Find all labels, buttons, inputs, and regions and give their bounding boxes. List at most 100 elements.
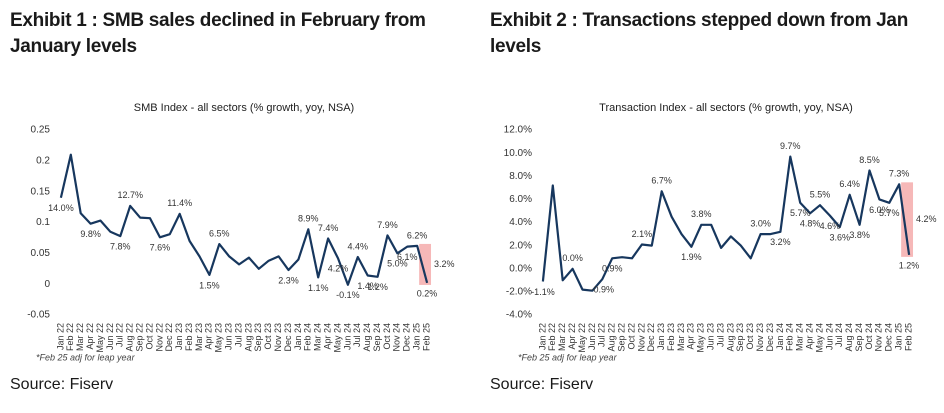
x-tick-label: Dec 23: [283, 323, 293, 352]
data-label: 8.5%: [859, 155, 880, 165]
x-tick-label: Dec 23: [765, 323, 775, 352]
data-label: 4.6%: [820, 221, 841, 231]
x-tick-label: Jun 23: [224, 323, 234, 350]
x-tick-label: Mar 22: [75, 323, 85, 351]
y-tick-label: -0.05: [27, 310, 50, 321]
data-label: 1.2%: [367, 282, 388, 292]
data-label: 9.7%: [780, 141, 801, 151]
x-tick-label: Apr 22: [567, 323, 577, 350]
x-tick-label: Aug 23: [725, 323, 735, 352]
x-tick-label: Jan 23: [174, 323, 184, 350]
data-label: 4.2%: [328, 264, 349, 274]
data-label: -1.1%: [531, 287, 555, 297]
x-tick-label: Aug 22: [607, 323, 617, 352]
x-tick-label: Jul 24: [834, 323, 844, 347]
x-tick-label: Feb 24: [303, 323, 313, 351]
y-tick-label: 8.0%: [509, 171, 532, 182]
annotation: 4.2%: [916, 214, 937, 224]
data-label: 0.2%: [417, 288, 438, 298]
x-tick-label: Sep 23: [253, 323, 263, 352]
x-tick-label: Jan 23: [656, 323, 666, 350]
x-tick-label: Aug 24: [844, 323, 854, 352]
x-tick-label: Sep 22: [134, 323, 144, 352]
x-tick-label: Mar 23: [676, 323, 686, 351]
data-label: 7.4%: [318, 223, 339, 233]
exhibit-title: Exhibit 1 : SMB sales declined in Februa…: [10, 10, 426, 57]
data-label: 1.4%: [357, 281, 378, 291]
y-tick-label: 0.05: [31, 248, 51, 259]
x-tick-label: Jan 22: [55, 323, 65, 350]
x-tick-label: Mar 23: [194, 323, 204, 351]
data-label: 7.3%: [889, 169, 910, 179]
subtitle: SMB Index - all sectors (% growth, yoy, …: [134, 102, 354, 114]
x-tick-label: Jan 24: [775, 323, 785, 350]
data-label: 12.7%: [117, 190, 143, 200]
series-line: [59, 153, 429, 286]
x-tick-label: Feb 25: [903, 323, 913, 351]
data-label: 6.0%: [869, 205, 890, 215]
y-tick-label: 10.0%: [504, 148, 532, 159]
y-tick-label: 12.0%: [504, 125, 532, 136]
data-label: 3.8%: [691, 209, 712, 219]
x-tick-label: Feb 24: [785, 323, 795, 351]
x-tick-label: Dec 22: [164, 323, 174, 352]
x-tick-label: Nov 22: [636, 323, 646, 352]
x-tick-label: Sep 23: [735, 323, 745, 352]
y-tick-label: 2.0%: [509, 240, 532, 251]
y-tick-label: 0.0%: [509, 263, 532, 274]
x-tick-label: May 24: [332, 323, 342, 353]
y-tick-label: 0.1: [36, 217, 50, 228]
x-tick-label: Oct 22: [144, 323, 154, 350]
x-tick-label: Oct 24: [864, 323, 874, 350]
x-tick-label: Nov 23: [273, 323, 283, 352]
x-tick-label: Nov 24: [392, 323, 402, 352]
data-label: 2.1%: [632, 229, 653, 239]
x-tick-label: Sep 22: [616, 323, 626, 352]
x-tick-label: Apr 24: [322, 323, 332, 350]
data-label: 6.2%: [407, 230, 428, 240]
y-tick-label: -2.0%: [506, 287, 532, 298]
footnote: *Feb 25 adj for leap year: [518, 352, 618, 362]
x-tick-label: May 23: [214, 323, 224, 353]
x-tick-label: Jul 22: [597, 323, 607, 347]
data-label: 7.6%: [150, 243, 171, 253]
source: Source: Fiserv: [490, 376, 594, 393]
x-tick-label: Jul 23: [233, 323, 243, 347]
x-tick-label: May 22: [577, 323, 587, 353]
x-tick-label: Sep 24: [372, 323, 382, 352]
data-label: 5.5%: [810, 190, 831, 200]
x-tick-label: Jul 22: [115, 323, 125, 347]
x-tick-label: Aug 24: [362, 323, 372, 352]
x-tick-label: Apr 23: [686, 323, 696, 350]
data-label: 5.0%: [387, 259, 408, 269]
x-tick-label: Feb 23: [184, 323, 194, 351]
highlight: [419, 243, 432, 285]
x-tick-label: Aug 23: [243, 323, 253, 352]
x-tick-label: Nov 24: [874, 323, 884, 352]
data-label: 1.9%: [681, 252, 702, 262]
x-tick-label: Oct 23: [745, 323, 755, 350]
series-line: [541, 155, 911, 292]
data-label: 1.5%: [199, 280, 220, 290]
y-tick-label: 0.15: [31, 186, 51, 197]
x-tick-label: Jul 24: [352, 323, 362, 347]
x-tick-label: Nov 22: [154, 323, 164, 352]
data-label: -0.9%: [591, 285, 615, 295]
x-tick-label: Jun 22: [105, 323, 115, 350]
data-label: 1.2%: [899, 260, 920, 270]
data-label: 5.7%: [879, 208, 900, 218]
x-tick-label: Jan 25: [894, 323, 904, 350]
data-label: 1.1%: [308, 283, 329, 293]
x-tick-label: Mar 24: [795, 323, 805, 351]
x-tick-label: Jun 23: [706, 323, 716, 350]
x-tick-label: Dec 22: [646, 323, 656, 352]
x-tick-label: Feb 22: [547, 323, 557, 351]
data-label: 2.3%: [278, 275, 299, 285]
data-label: 11.4%: [167, 198, 192, 208]
data-label: 3.0%: [750, 218, 771, 228]
x-tick-label: Oct 23: [263, 323, 273, 350]
x-tick-label: Apr 24: [804, 323, 814, 350]
x-tick-label: Dec 24: [402, 323, 412, 352]
